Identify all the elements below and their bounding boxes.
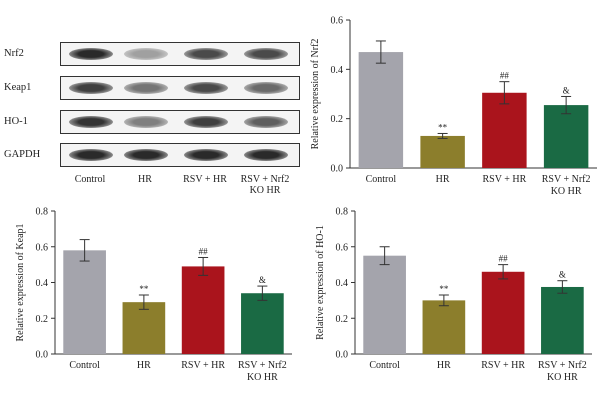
blot-band [69,149,113,161]
category-label: Control [369,360,400,371]
significance-mark: & [563,85,570,95]
blot-lane-label: HR [138,174,152,185]
significance-mark: ## [199,246,209,256]
blot-band [244,149,288,161]
bar [422,300,466,354]
category-label: HR [436,174,450,185]
bar [420,135,465,168]
western-blot-panel: Nrf2 Keap1 HO-1 GAPDH Control HR RSV + HR RSV +… [0,0,300,200]
bar [63,250,106,354]
y-tick-label: 0.8 [36,207,49,218]
blot-band [124,149,168,161]
y-tick-label: 0.4 [36,278,49,289]
chart-keap1: 0.0 0.2 0.4 0.6 0.8 Relative expression of Ke… [15,207,292,383]
blot-band [124,48,168,60]
bar [481,271,525,354]
bar [482,92,527,168]
y-axis-label: Relative expression of Keap1 [15,223,26,341]
blot-lane-label: Control [74,174,106,185]
y-tick-label: 0.6 [36,242,49,253]
y-tick-label: 0.0 [36,350,49,361]
y-axis-label: Relative expression of HO-1 [315,225,326,340]
significance-mark: ## [500,71,510,81]
bar [122,302,166,354]
blot-strip [60,143,300,167]
category-label: HR [137,360,151,371]
category-label: KO HR [247,372,278,383]
category-label: RSV + HR [481,360,525,371]
y-tick-label: 0.8 [336,207,349,218]
category-label: RSV + HR [482,174,526,185]
y-axis-label: Relative expression of Nrf2 [310,39,321,150]
blot-strip [60,42,300,66]
category-label: HR [437,360,451,371]
blot-band [69,116,113,128]
category-label: Control [69,360,100,371]
bar [358,52,404,168]
y-tick-label: 0.6 [331,16,344,27]
blot-band [184,149,228,161]
significance-mark: ** [438,122,448,132]
blot-band [184,48,228,60]
category-label: RSV + Nrf2 [542,174,591,185]
blot-row-label: Nrf2 [4,48,24,59]
category-label: Control [366,174,397,185]
significance-mark: & [559,270,566,280]
blot-band [124,82,168,94]
category-label: KO HR [547,372,578,383]
blot-band [244,116,288,128]
blot-lane-label: RSV + HR [183,174,227,185]
bar [181,266,225,354]
bar [541,286,584,354]
significance-mark: ** [139,284,149,294]
blot-row-label: GAPDH [4,149,41,160]
y-tick-label: 0.6 [336,242,349,253]
blot-band [69,48,113,60]
chart-nrf2: 0.0 0.2 0.4 0.6 Relative expression of Nrf2 C… [310,16,597,197]
blot-strip [60,110,300,134]
category-label: KO HR [551,186,582,197]
y-tick-label: 0.0 [336,350,349,361]
category-label: RSV + Nrf2 [238,360,287,371]
blot-band [124,116,168,128]
y-tick-label: 0.0 [331,164,344,175]
category-label: RSV + Nrf2 [538,360,587,371]
blot-band [184,116,228,128]
bar [543,105,589,168]
blot-band [244,82,288,94]
chart-ho1: 0.0 0.2 0.4 0.6 0.8 Relative expression of HO… [315,207,592,383]
blot-row-label: Keap1 [4,82,32,93]
category-label: RSV + HR [181,360,225,371]
blot-band [69,82,113,94]
y-tick-label: 0.2 [36,314,49,325]
significance-mark: & [259,275,266,285]
y-tick-label: 0.4 [336,278,349,289]
significance-mark: ** [439,284,449,294]
blot-strip [60,76,300,100]
y-tick-label: 0.2 [331,114,344,125]
bar [241,293,284,354]
blot-band [184,82,228,94]
y-tick-label: 0.4 [331,65,344,76]
blot-row-label: HO-1 [4,116,28,127]
y-tick-label: 0.2 [336,314,349,325]
blot-lane-label: RSV + Nrf2 KO HR [240,174,290,196]
bar [363,255,406,354]
blot-band [244,48,288,60]
significance-mark: ## [499,254,509,264]
